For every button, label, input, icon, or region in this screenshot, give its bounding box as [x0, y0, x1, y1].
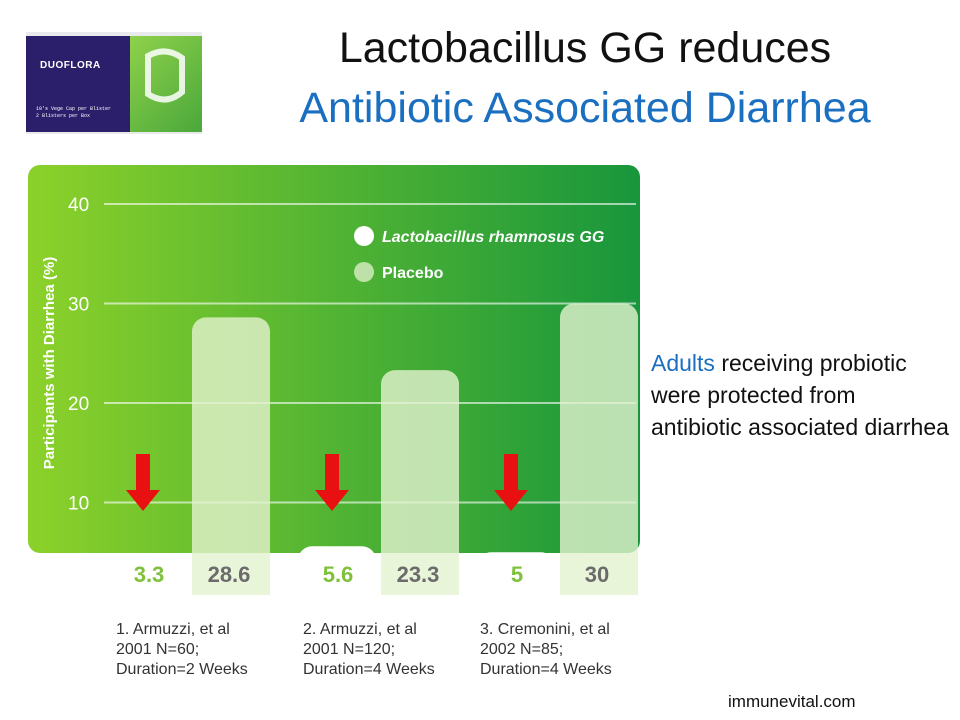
bar-lgg: [298, 546, 376, 595]
y-axis-label: Participants with Diarrhea (%): [41, 257, 58, 470]
title-line-1: Lactobacillus GG reduces: [338, 24, 832, 72]
title-line-2: Antibiotic Associated Diarrhea: [299, 84, 871, 132]
bar-placebo: [560, 303, 638, 595]
footnote-3: 3. Cremonini, et al 2002 N=85; Duration=…: [480, 620, 612, 680]
footnote-2-line-2: 2001 N=120;: [303, 641, 396, 658]
reduction-arrow-icon: [126, 454, 160, 511]
y-tick-label: 10: [68, 494, 89, 515]
bar-lgg: [477, 552, 555, 595]
reduction-arrow-icon: [494, 454, 528, 511]
footnote-1-line-1: 1. Armuzzi, et al: [116, 621, 230, 638]
footer-url: immunevital.com: [728, 692, 856, 711]
footnote-3-line-2: 2002 N=85;: [480, 641, 564, 658]
data-label-lgg: 3.3: [134, 562, 165, 587]
footnote-1: 1. Armuzzi, et al 2001 N=60; Duration=2 …: [116, 620, 248, 680]
footnote-3-line-1: 3. Cremonini, et al: [480, 621, 610, 638]
product-small-text: 10's Vege Cap per Blister 2 Blisters per…: [36, 106, 112, 119]
product-brand: DUOFLORA: [40, 60, 101, 71]
footnote-2: 2. Armuzzi, et al 2001 N=120; Duration=4…: [303, 620, 435, 680]
footnote-2-line-1: 2. Armuzzi, et al: [303, 621, 417, 638]
reduction-arrow-icon: [315, 454, 349, 511]
product-image: DUOFLORA 10's Vege Cap per Blister 2 Bli…: [26, 32, 202, 134]
bar-lgg: [109, 569, 187, 595]
product-box-side: [130, 36, 202, 132]
data-label-lgg: 5.6: [323, 562, 354, 587]
data-label-placebo: 23.3: [397, 562, 440, 587]
footnote-1-line-3: Duration=2 Weeks: [116, 661, 248, 678]
bar-placebo: [192, 317, 270, 595]
data-label-placebo: 28.6: [208, 562, 251, 587]
product-logo-icon: [145, 48, 185, 103]
y-tick-label: 20: [68, 394, 89, 415]
bar-placebo: [381, 370, 459, 595]
y-tick-label: 30: [68, 295, 89, 316]
footnote-3-line-3: Duration=4 Weeks: [480, 661, 612, 678]
legend-placebo-label: Placebo: [382, 265, 444, 282]
bar-chart: 10 20 30 40 Participants with Diarrhea (%) La…: [28, 165, 640, 595]
side-note-text: receiving probiotic were protected from …: [651, 350, 949, 440]
y-tick-label: 40: [68, 195, 89, 216]
legend-lgg-swatch: [354, 226, 374, 246]
side-note: Adults receiving probiotic were protecte…: [651, 347, 951, 443]
data-label-lgg: 5: [511, 562, 523, 587]
footnote-1-line-2: 2001 N=60;: [116, 641, 200, 658]
legend-placebo-swatch: [354, 262, 374, 282]
legend-lgg-label: Lactobacillus rhamnosus GG: [382, 229, 604, 246]
chart-svg: 10 20 30 40 Participants with Diarrhea (%) La…: [28, 165, 640, 595]
product-box-front: DUOFLORA 10's Vege Cap per Blister 2 Bli…: [26, 36, 130, 132]
chart-background: [28, 165, 640, 553]
side-note-highlight: Adults: [651, 350, 715, 376]
footnote-2-line-3: Duration=4 Weeks: [303, 661, 435, 678]
data-label-placebo: 30: [585, 562, 609, 587]
